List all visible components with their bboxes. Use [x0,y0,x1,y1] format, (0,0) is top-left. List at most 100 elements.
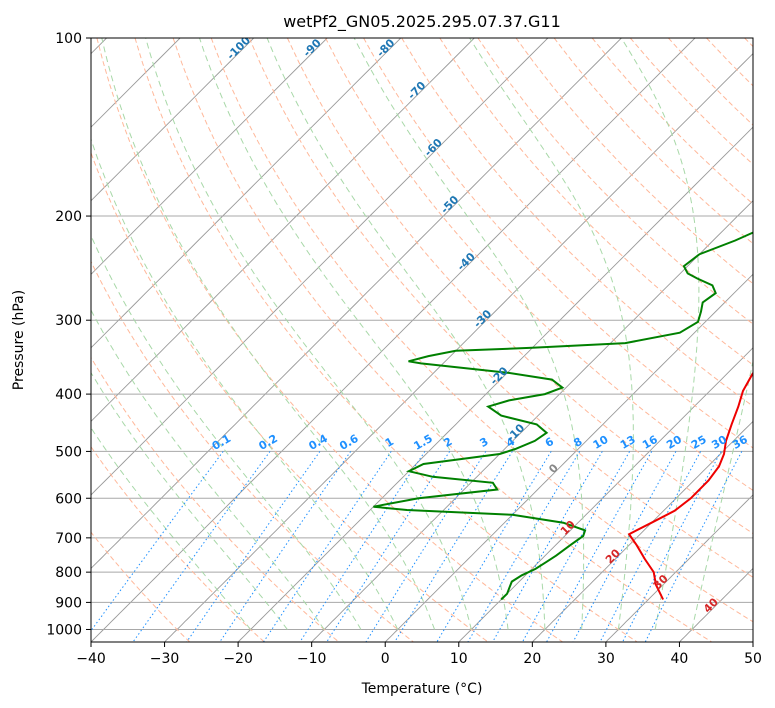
y-tick-label: 300 [55,313,82,329]
mixing-ratio-line [219,451,352,642]
isotherm-line [91,38,181,128]
moist-adiabat-line [91,137,399,630]
isotherm-line [91,38,622,570]
x-tick-label: −20 [223,651,253,667]
dry-adiabat-line [515,38,753,285]
dry-adiabat-line [172,38,713,642]
moist-adiabat-line [353,38,585,630]
dry-adiabat-label: -90 [301,36,324,59]
dry-adiabat-label: -60 [422,136,445,159]
isotherm-label: 20 [603,546,623,566]
isotherm-line [164,52,753,642]
x-tick-label: 50 [744,651,762,667]
chart-title: wetPf2_GN05.2025.295.07.37.G11 [283,12,561,32]
moist-adiabat-line [620,38,700,630]
mixing-ratio-line [436,451,552,642]
isotherm-line [679,567,753,642]
dry-adiabat-label: -70 [405,79,428,102]
mixing-ratio-label: 25 [689,433,709,452]
moist-adiabat-line [91,427,251,630]
x-tick-label: 30 [597,651,615,667]
x-tick-label: 20 [523,651,541,667]
mixing-ratio-line [599,451,702,642]
moist-adiabat-line [691,359,753,630]
plot-area: 0.1 0.2 0.4 0.6 1 1.5 2 3 4 6 8 10 13 16 20 25 30 36-100-… [46,31,762,667]
moist-adiabat-line [266,38,546,630]
mixing-ratio-line [546,451,653,642]
mixing-ratio-line [572,451,677,642]
isotherm-line [91,38,402,349]
dry-adiabat-label: -80 [374,36,397,59]
mixing-ratio-label: 2 [441,435,454,450]
temperature-line [627,371,753,600]
x-tick-label: −30 [150,651,180,667]
mixing-ratio-label: 10 [591,433,611,452]
y-tick-label: 800 [55,565,82,581]
y-tick-label: 900 [55,595,82,611]
mixing-ratio-label: 3 [477,435,490,450]
y-tick-label: 200 [55,209,82,225]
isotherm-line [91,38,255,202]
x-tick-label: −40 [76,651,106,667]
isotherm-line [384,273,753,642]
dry-adiabat-line [134,38,638,642]
x-tick-label: 10 [450,651,468,667]
dry-adiabat-line [706,38,753,87]
dry-adiabat-line [744,38,753,48]
dry-adiabat-label: -30 [471,307,494,330]
mixing-ratio-line [186,451,321,642]
mixing-ratio-line [365,451,487,642]
y-tick-label: 100 [55,31,82,47]
dry-adiabat-line [591,38,753,205]
x-tick-label: 0 [381,651,390,667]
x-axis-label: Temperature (°C) [361,681,483,697]
dry-adiabat-label: -20 [488,364,511,387]
mixing-ratio-label: 30 [709,433,729,452]
dry-adiabat-line [96,38,563,642]
isotherm-line [458,347,753,642]
isotherm-line [91,38,475,423]
dry-adiabat-line [91,151,489,642]
y-tick-label: 700 [55,531,82,547]
isotherm-line [91,38,549,496]
plot-content: 0.1 0.2 0.4 0.6 1 1.5 2 3 4 6 8 10 13 16 20 25 30 36-100-… [91,36,753,642]
dry-adiabat-line [439,38,753,366]
mixing-ratio-line [394,451,513,642]
dry-adiabat-label: -50 [438,193,461,216]
dry-adiabat-line [91,356,340,642]
dry-adiabat-label: -40 [455,250,478,273]
y-tick-label: 600 [55,491,82,507]
isotherm-line [531,420,753,642]
mixing-ratio-label: 8 [571,435,584,450]
y-axis-label: Pressure (hPa) [11,290,27,390]
isotherm-line [237,126,753,642]
isotherm-line [605,494,753,642]
dry-adiabat-line [553,38,753,245]
moist-adiabat-line [91,234,362,630]
mixing-ratio-label: 16 [640,433,660,452]
mixing-ratio-label: 20 [664,433,684,452]
moist-adiabat-line [469,38,634,630]
dewpoint-line [373,231,753,601]
y-tick-label: 400 [55,387,82,403]
moist-adiabat-line [91,309,325,630]
dry-adiabat-line [91,260,414,642]
x-tick-label: −10 [297,651,327,667]
y-tick-label: 500 [55,444,82,460]
isotherm-label: 10 [558,518,578,538]
plot-frame [90,37,754,643]
moist-adiabat-line [101,38,435,630]
isotherm-line [752,641,753,642]
mixing-ratio-label: 1.5 [411,432,434,453]
mixing-ratio-line [326,451,451,642]
mixing-ratio-label: 1 [383,435,396,450]
dry-adiabat-line [91,531,191,642]
moist-adiabat-line [145,38,472,630]
mixing-ratio-label: 6 [543,435,556,450]
mixing-ratio-line [263,451,392,642]
mixing-ratio-line [299,451,426,642]
isotherm-label: 40 [701,595,721,615]
dry-adiabat-line [668,38,753,126]
dry-adiabat-line [363,38,753,449]
